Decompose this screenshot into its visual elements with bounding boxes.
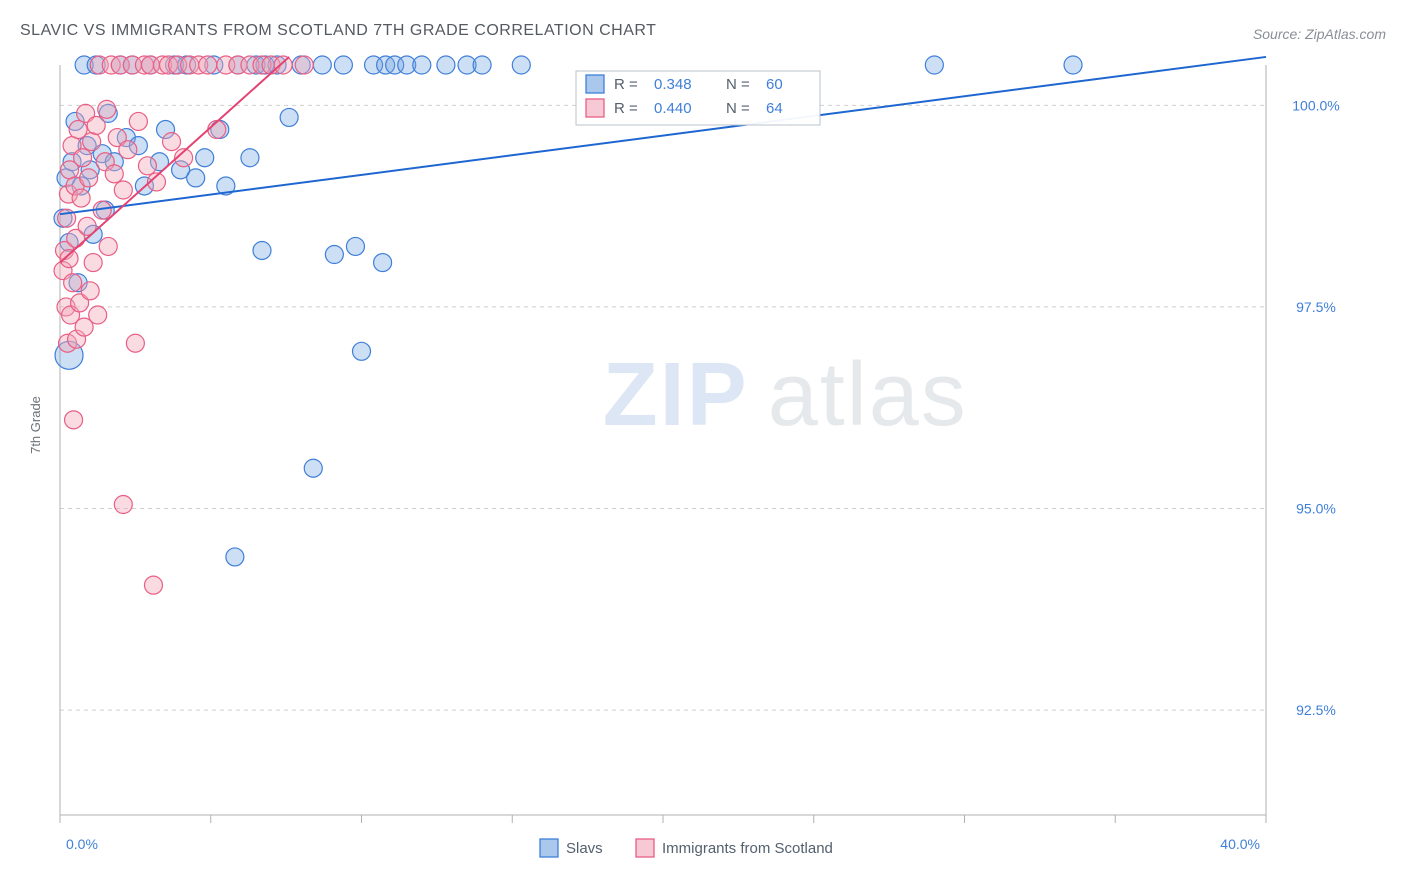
chart-container: 92.5% 95.0% 97.5% 100.0% 0.0% 40.0% 7th Grade Z…	[20, 55, 1386, 874]
legend-n-value: 60	[766, 76, 783, 93]
legend-r-label: R =	[614, 100, 638, 117]
scatter-point	[325, 246, 343, 264]
scatter-point	[280, 108, 298, 126]
legend-swatch	[586, 75, 604, 93]
legend-series-name: Slavs	[566, 840, 603, 857]
scatter-point	[295, 56, 313, 74]
correlation-scatter-chart: 92.5% 95.0% 97.5% 100.0% 0.0% 40.0% 7th Grade Z…	[20, 55, 1386, 875]
scatter-point	[138, 157, 156, 175]
watermark-bold: ZIP	[603, 345, 749, 445]
y-axis-label: 7th Grade	[28, 396, 43, 454]
scatter-point	[81, 282, 99, 300]
scatter-point	[119, 141, 137, 159]
chart-title: SLAVIC VS IMMIGRANTS FROM SCOTLAND 7TH G…	[20, 22, 656, 40]
legend-swatch	[586, 99, 604, 117]
legend-swatch	[636, 839, 654, 857]
legend-r-value: 0.440	[654, 100, 692, 117]
legend-r-label: R =	[614, 76, 638, 93]
scatter-point	[473, 56, 491, 74]
scatter-point	[374, 254, 392, 272]
legend-n-label: N =	[726, 100, 750, 117]
scatter-point	[114, 181, 132, 199]
scatter-point	[1064, 56, 1082, 74]
scatter-point	[187, 169, 205, 187]
scatter-point	[144, 576, 162, 594]
scatter-point	[334, 56, 352, 74]
scatter-point	[83, 133, 101, 151]
scatter-point	[105, 165, 123, 183]
y-tick-label: 95.0%	[1296, 501, 1336, 517]
scatter-point	[129, 112, 147, 130]
scatter-point	[346, 237, 364, 255]
scatter-point	[64, 274, 82, 292]
scatter-point	[512, 56, 530, 74]
scatter-point	[163, 133, 181, 151]
legend-series-name: Immigrants from Scotland	[662, 840, 833, 857]
legend-n-label: N =	[726, 76, 750, 93]
scatter-point	[196, 149, 214, 167]
scatter-point	[80, 169, 98, 187]
y-tick-label: 97.5%	[1296, 299, 1336, 315]
scatter-point	[241, 149, 259, 167]
scatter-point	[304, 459, 322, 477]
scatter-point	[253, 241, 271, 259]
legend-swatch	[540, 839, 558, 857]
scatter-point	[60, 250, 78, 268]
scatter-point	[313, 56, 331, 74]
scatter-point	[65, 411, 83, 429]
scatter-point	[413, 56, 431, 74]
x-end-label: 40.0%	[1220, 836, 1260, 852]
scatter-point	[84, 254, 102, 272]
scatter-point	[87, 116, 105, 134]
scatter-point	[99, 237, 117, 255]
source-label: Source: ZipAtlas.com	[1253, 26, 1386, 42]
legend-n-value: 64	[766, 100, 783, 117]
scatter-point	[199, 56, 217, 74]
y-tick-label: 100.0%	[1292, 97, 1339, 113]
x-start-label: 0.0%	[66, 836, 98, 852]
scatter-point	[925, 56, 943, 74]
y-tick-label: 92.5%	[1296, 702, 1336, 718]
scatter-point	[72, 189, 90, 207]
legend-r-value: 0.348	[654, 76, 692, 93]
scatter-point	[74, 149, 92, 167]
scatter-point	[437, 56, 455, 74]
scatter-point	[114, 496, 132, 514]
scatter-point	[89, 306, 107, 324]
scatter-point	[353, 342, 371, 360]
scatter-point	[274, 56, 292, 74]
scatter-point	[126, 334, 144, 352]
legend-stats-box	[576, 71, 820, 125]
scatter-point	[226, 548, 244, 566]
scatter-point	[98, 100, 116, 118]
watermark-light: atlas	[768, 345, 968, 445]
